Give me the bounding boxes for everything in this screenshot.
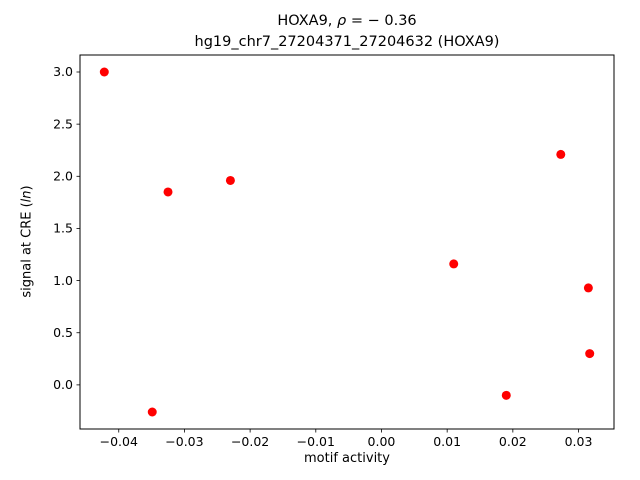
plot-border xyxy=(79,54,615,430)
data-point xyxy=(585,349,595,359)
data-point xyxy=(449,259,459,269)
x-axis-label: motif activity xyxy=(304,451,390,466)
chart-title-line1: HOXA9, ρ = − 0.36 xyxy=(80,11,614,32)
x-tick-label: −0.04 xyxy=(100,434,138,449)
x-tick-label: 0.02 xyxy=(499,434,527,449)
x-tick-label: −0.02 xyxy=(231,434,269,449)
y-tick-label: 2.0 xyxy=(53,168,73,183)
data-point xyxy=(99,67,109,77)
title-correlation-value: = − 0.36 xyxy=(346,13,417,29)
x-tick-label: 0.00 xyxy=(368,434,396,449)
data-point xyxy=(225,175,235,185)
y-label-italic: ln xyxy=(19,190,35,203)
data-point xyxy=(501,390,511,400)
title-gene: HOXA9, xyxy=(277,13,338,29)
title-rho-symbol: ρ xyxy=(337,13,347,29)
chart-subtitle: hg19_chr7_27204371_27204632 (HOXA9) xyxy=(194,34,500,50)
data-point xyxy=(556,149,566,159)
y-tick-label: 2.5 xyxy=(53,116,73,131)
y-tick-label: 3.0 xyxy=(53,64,73,79)
x-tick-label: −0.03 xyxy=(165,434,203,449)
y-tick-label: 1.5 xyxy=(53,221,73,236)
data-point xyxy=(583,283,593,293)
data-point xyxy=(163,187,173,197)
y-tick-label: 0.0 xyxy=(53,377,73,392)
y-tick-label: 1.0 xyxy=(53,273,73,288)
y-label-prefix: signal at CRE ( xyxy=(19,202,35,298)
x-tick-label: 0.03 xyxy=(565,434,593,449)
x-tick-label: −0.01 xyxy=(297,434,335,449)
x-tick-label: 0.01 xyxy=(433,434,461,449)
chart-title: HOXA9, ρ = − 0.36 hg19_chr7_27204371_272… xyxy=(80,11,614,53)
data-point xyxy=(147,407,157,417)
y-axis-label: signal at CRE (ln) xyxy=(20,142,35,342)
y-tick-label: 0.5 xyxy=(53,325,73,340)
y-label-suffix: ) xyxy=(19,185,35,191)
